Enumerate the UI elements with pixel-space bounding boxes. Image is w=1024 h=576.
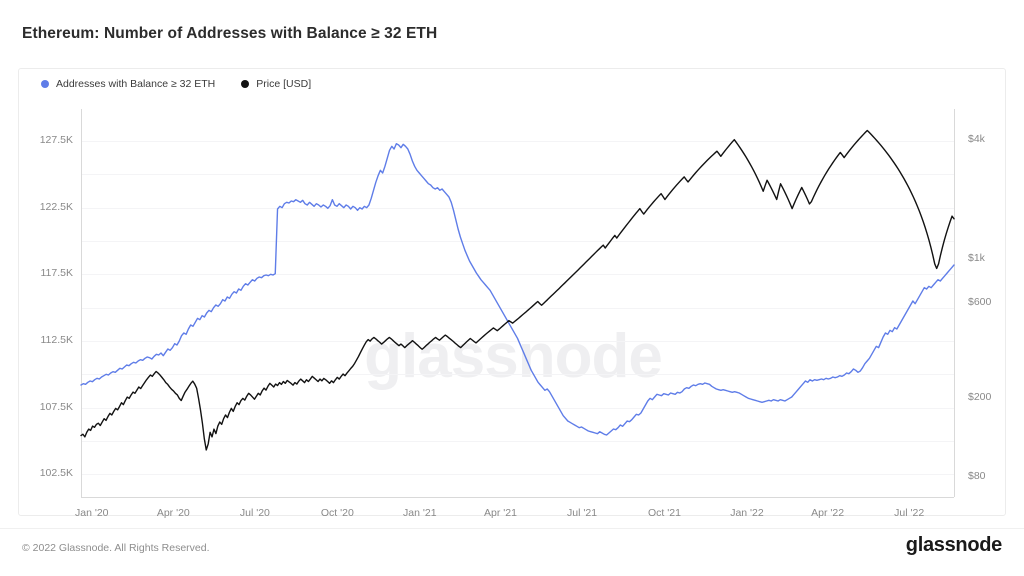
legend-dot-addresses: [41, 80, 49, 88]
page-title: Ethereum: Number of Addresses with Balan…: [22, 25, 438, 42]
y-tick-left-2: 117.5K: [40, 267, 74, 280]
x-tick-3: Oct '20: [320, 507, 354, 519]
legend-item-addresses[interactable]: Addresses with Balance ≥ 32 ETH: [41, 78, 215, 90]
legend-label-addresses: Addresses with Balance ≥ 32 ETH: [56, 78, 216, 90]
x-tick-9: Apr '22: [811, 507, 845, 519]
x-tick-5: Apr '21: [483, 507, 517, 519]
x-tick-1: Apr '20: [156, 507, 190, 519]
x-tick-8: Jan '22: [730, 507, 764, 519]
legend-dot-price: [241, 80, 250, 88]
y-tick-left-5: 102.5K: [39, 467, 73, 480]
y-tick-left-3: 112.5K: [40, 334, 74, 346]
y-tick-right-3: $200: [968, 391, 992, 404]
y-tick-right-1: $1k: [968, 252, 985, 265]
y-tick-right-0: $4k: [968, 132, 985, 145]
chart-card: Addresses with Balance ≥ 32 ETH Price [U…: [18, 68, 1007, 519]
axis-lines: [81, 109, 955, 498]
y-tick-right-2: $600: [968, 296, 992, 309]
plot-area[interactable]: 127.5K 122.5K 117.5K 112.5K 107.5K 102.5K $4k…: [19, 69, 1007, 519]
x-tick-4: Jan '21: [403, 507, 437, 519]
x-tick-7: Oct '21: [648, 507, 681, 519]
glassnode-logo: glassnode: [905, 534, 1003, 556]
chart-legend: Addresses with Balance ≥ 32 ETH Price [U…: [41, 78, 311, 90]
series-line-addresses: [80, 142, 955, 436]
y-tick-right-4: $80: [968, 470, 986, 483]
copyright-text: © 2022 Glassnode. All Rights Reserved.: [22, 542, 210, 554]
legend-item-price[interactable]: Price [USD]: [241, 78, 311, 90]
legend-label-price: Price [USD]: [256, 78, 312, 90]
footer-divider: [0, 528, 1024, 529]
chart-svg: [80, 109, 955, 498]
x-tick-0: Jan '20: [74, 507, 109, 519]
y-tick-left-0: 127.5K: [39, 134, 73, 146]
x-tick-2: Jul '20: [239, 507, 270, 519]
x-tick-10: Jul '22: [894, 507, 925, 519]
y-tick-left-4: 107.5K: [39, 400, 73, 413]
y-tick-left-1: 122.5K: [39, 200, 73, 213]
series-line-price: [80, 129, 955, 451]
x-tick-6: Jul '21: [567, 507, 598, 519]
gridlines: [81, 141, 954, 475]
